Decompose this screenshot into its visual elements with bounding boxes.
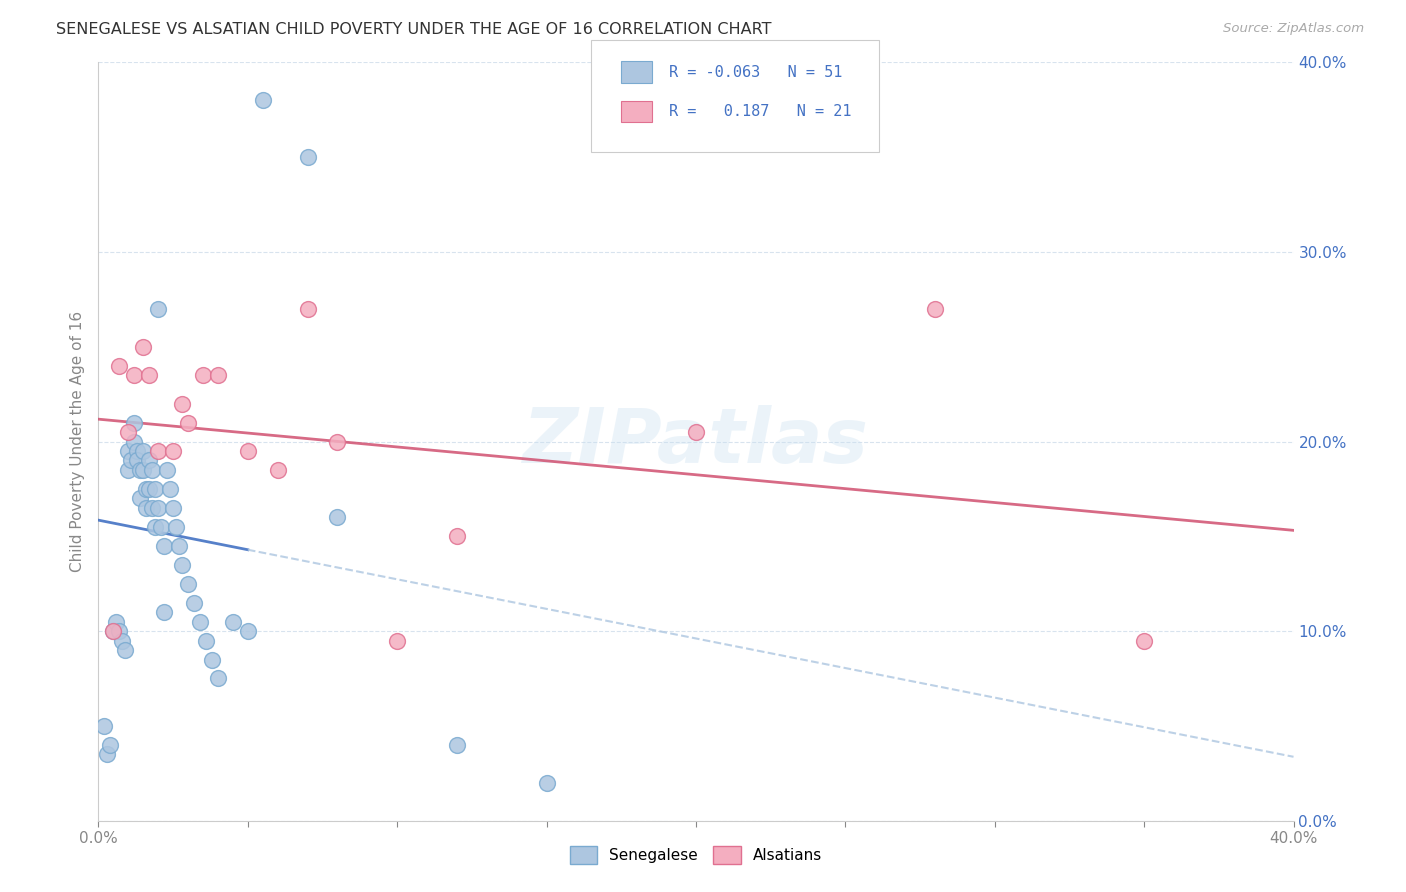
- Point: [111, 633, 134, 648]
- Point: [117, 444, 139, 458]
- Point: [124, 416, 146, 430]
- Point: [138, 453, 160, 467]
- Point: [132, 444, 155, 458]
- Point: [138, 482, 160, 496]
- Point: [120, 453, 142, 467]
- Point: [93, 719, 115, 733]
- Text: R = -0.063   N = 51: R = -0.063 N = 51: [669, 65, 842, 80]
- Point: [1133, 633, 1156, 648]
- Point: [129, 491, 152, 506]
- Point: [156, 463, 179, 477]
- Point: [103, 624, 125, 639]
- Point: [177, 576, 200, 591]
- Point: [98, 738, 122, 752]
- Point: [252, 94, 274, 108]
- Point: [183, 596, 205, 610]
- Legend: Senegalese, Alsatians: Senegalese, Alsatians: [564, 840, 828, 870]
- Text: ZIPatlas: ZIPatlas: [523, 405, 869, 478]
- Point: [105, 615, 128, 629]
- Point: [96, 747, 118, 762]
- Point: [236, 444, 259, 458]
- Point: [108, 359, 131, 373]
- Point: [108, 624, 131, 639]
- Point: [207, 368, 229, 383]
- Point: [201, 652, 224, 666]
- Point: [188, 615, 211, 629]
- Point: [177, 416, 200, 430]
- Text: R =   0.187   N = 21: R = 0.187 N = 21: [669, 104, 852, 120]
- Text: SENEGALESE VS ALSATIAN CHILD POVERTY UNDER THE AGE OF 16 CORRELATION CHART: SENEGALESE VS ALSATIAN CHILD POVERTY UND…: [56, 22, 772, 37]
- Point: [153, 605, 176, 619]
- Point: [114, 643, 136, 657]
- Point: [138, 368, 160, 383]
- Point: [536, 776, 558, 790]
- Point: [143, 520, 166, 534]
- Point: [135, 482, 157, 496]
- Point: [132, 340, 155, 354]
- Point: [165, 520, 187, 534]
- Point: [162, 500, 184, 515]
- Point: [150, 520, 173, 534]
- Point: [446, 738, 468, 752]
- Point: [207, 672, 229, 686]
- Point: [924, 301, 946, 316]
- Point: [297, 150, 319, 164]
- Point: [236, 624, 259, 639]
- Point: [148, 500, 170, 515]
- Point: [127, 453, 149, 467]
- Point: [267, 463, 290, 477]
- Point: [172, 396, 194, 410]
- Point: [222, 615, 245, 629]
- Point: [148, 444, 170, 458]
- Point: [385, 633, 409, 648]
- Point: [195, 633, 218, 648]
- Point: [159, 482, 181, 496]
- Point: [446, 529, 468, 543]
- Point: [162, 444, 184, 458]
- Point: [117, 425, 139, 439]
- Point: [141, 463, 163, 477]
- Point: [685, 425, 707, 439]
- Point: [117, 463, 139, 477]
- Point: [326, 510, 349, 524]
- Point: [297, 301, 319, 316]
- Text: Source: ZipAtlas.com: Source: ZipAtlas.com: [1223, 22, 1364, 36]
- Point: [143, 482, 166, 496]
- Point: [124, 434, 146, 449]
- Point: [153, 539, 176, 553]
- Point: [129, 463, 152, 477]
- Point: [135, 500, 157, 515]
- Point: [326, 434, 349, 449]
- Point: [148, 301, 170, 316]
- Point: [141, 500, 163, 515]
- Point: [127, 444, 149, 458]
- Y-axis label: Child Poverty Under the Age of 16: Child Poverty Under the Age of 16: [69, 311, 84, 572]
- Point: [124, 368, 146, 383]
- Point: [132, 463, 155, 477]
- Point: [167, 539, 190, 553]
- Point: [172, 558, 194, 572]
- Point: [103, 624, 125, 639]
- Point: [191, 368, 214, 383]
